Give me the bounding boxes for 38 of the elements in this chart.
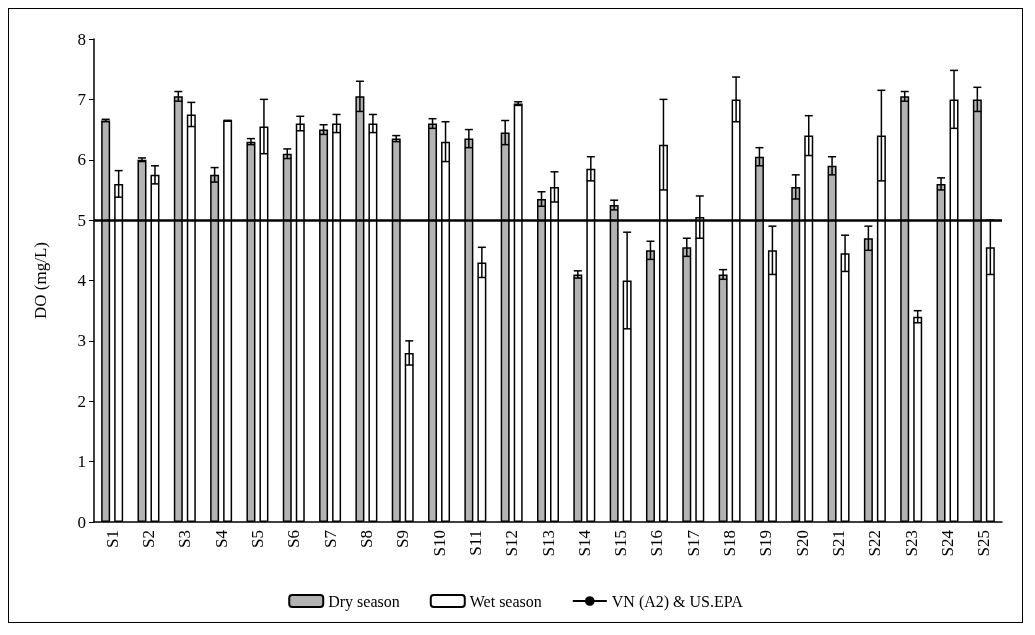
y-tick-label: 8 — [77, 29, 86, 49]
x-tick-label: S6 — [284, 530, 304, 548]
x-tick-label: S8 — [356, 530, 376, 548]
x-tick-label: S9 — [393, 530, 413, 548]
x-tick-label: S22 — [865, 530, 885, 557]
x-tick-label: S23 — [901, 530, 921, 557]
x-tick-label: S21 — [829, 530, 849, 557]
y-tick-label: 6 — [77, 150, 86, 170]
x-tick-label: S16 — [647, 530, 667, 557]
x-tick-label: S19 — [756, 530, 776, 557]
x-tick-label: S3 — [175, 530, 195, 548]
legend-label: Wet season — [469, 592, 542, 610]
x-tick-label: S1 — [102, 530, 122, 548]
x-tick-label: S18 — [720, 530, 740, 557]
y-tick-label: 7 — [77, 89, 87, 109]
x-tick-label: S15 — [611, 530, 631, 557]
legend-label: VN (A2) & US.EPA — [611, 592, 744, 611]
x-tick-label: S10 — [429, 530, 449, 557]
x-tick-label: S17 — [683, 529, 703, 557]
x-tick-label: S12 — [502, 530, 522, 557]
y-tick-label: 4 — [77, 271, 87, 290]
x-tick-label: S20 — [792, 530, 812, 557]
y-tick-label: 0 — [77, 512, 86, 532]
y-tick-label: 3 — [77, 331, 86, 351]
x-tick-label: S4 — [211, 529, 231, 548]
y-axis-title: DO (mg/L) — [31, 242, 50, 319]
x-tick-label: S2 — [138, 530, 158, 548]
x-tick-label: S14 — [574, 529, 594, 557]
x-tick-label: S13 — [538, 530, 558, 557]
y-tick-label: 1 — [77, 452, 86, 472]
x-tick-label: S24 — [938, 529, 958, 557]
legend-label: Dry season — [328, 592, 400, 611]
y-tick-label: 5 — [77, 210, 86, 230]
y-tick-label: 2 — [77, 391, 86, 411]
x-tick-label: S11 — [465, 530, 485, 556]
x-tick-label: S7 — [320, 529, 340, 548]
x-tick-label: S25 — [974, 530, 994, 557]
x-tick-label: S5 — [247, 530, 267, 548]
